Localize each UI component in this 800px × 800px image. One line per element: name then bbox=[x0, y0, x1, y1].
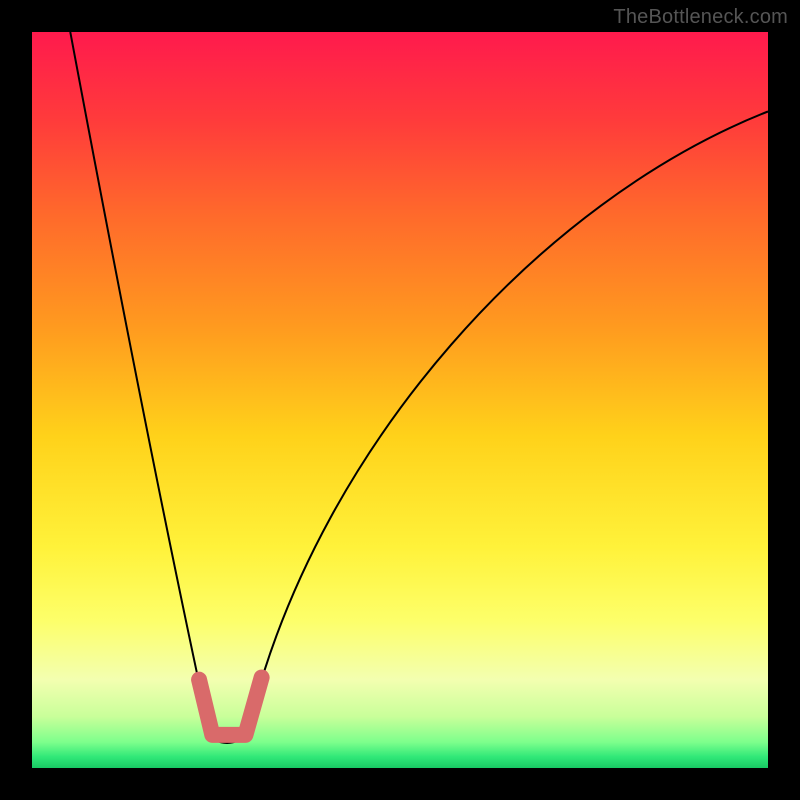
plot-area bbox=[32, 32, 768, 768]
curve-layer bbox=[32, 32, 768, 768]
notch-marker bbox=[199, 677, 262, 734]
notch-curve bbox=[70, 32, 768, 743]
watermark-text: TheBottleneck.com bbox=[613, 6, 788, 29]
